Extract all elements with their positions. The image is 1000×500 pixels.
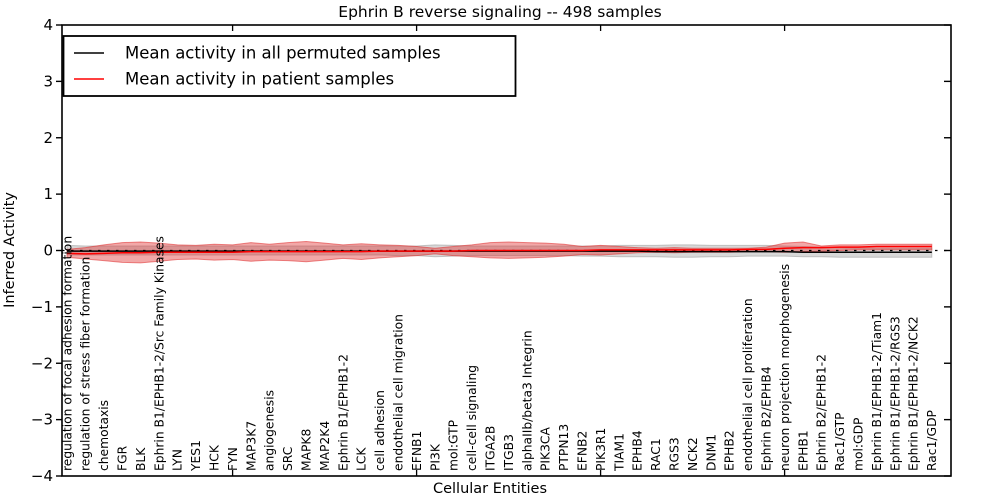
chart-title: Ephrin B reverse signaling -- 498 sample… — [338, 3, 661, 21]
x-tick-label: cell adhesion — [373, 390, 387, 471]
y-tick-label: 3 — [43, 72, 53, 90]
x-tick-label: Ephrin B2/EPHB4 — [760, 366, 774, 471]
x-tick-label: MAP3K7 — [244, 421, 258, 471]
y-tick-label: −4 — [31, 467, 53, 485]
x-tick-label: ITGA2B — [484, 426, 498, 471]
y-tick-label: −3 — [31, 411, 53, 429]
x-tick-label: EPHB4 — [631, 430, 645, 471]
x-tick-label: FGR — [116, 445, 130, 471]
x-tick-label: endothelial cell proliferation — [741, 298, 755, 471]
x-tick-label: MAP2K4 — [318, 421, 332, 471]
x-tick-label: cell-cell signaling — [465, 365, 479, 471]
x-tick-label: chemotaxis — [97, 400, 111, 471]
x-tick-label: neuron projection morphogenesis — [778, 264, 792, 471]
plot-border — [61, 24, 952, 477]
x-tick-label: PIK3R1 — [594, 428, 608, 471]
x-tick-label: LCK — [355, 447, 369, 471]
x-tick-label: Rac1/GDP — [925, 410, 939, 471]
x-tick-label: NCK2 — [686, 437, 700, 471]
legend-label-patient: Mean activity in patient samples — [125, 70, 394, 89]
y-axis-label: Inferred Activity — [2, 192, 18, 308]
y-tick-label: 4 — [43, 16, 53, 34]
x-tick-label: EFNB2 — [576, 431, 590, 471]
patient-mean-line — [66, 245, 932, 255]
plot-content: 4 3 2 1 0 −1 −2 −3 −4 regulation of focal adhesio… — [31, 16, 951, 485]
x-tick-label: MAPK8 — [300, 429, 314, 471]
x-tick-label: alphaIIb/beta3 Integrin — [520, 330, 534, 471]
x-tick-label: Ephrin B1/EPHB1-2/Tiam1 — [870, 312, 884, 471]
x-tick-label: SRC — [281, 447, 295, 471]
x-tick-label: PI3K — [428, 443, 442, 471]
x-tick-label: Ephrin B1/EPHB1-2/RGS3 — [888, 316, 902, 471]
x-tick-label: endothelial cell migration — [392, 314, 406, 471]
legend: Mean activity in all permuted samples Me… — [62, 35, 517, 97]
x-tick-label: Ephrin B1/EPHB1-2/NCK2 — [907, 316, 921, 471]
x-tick-label: Ephrin B1/EPHB1-2/Src Family Kinases — [152, 236, 166, 471]
x-tick-label: LYN — [171, 449, 185, 471]
x-tick-label: EPHB1 — [796, 430, 810, 471]
x-tick-label: mol:GDP — [852, 418, 866, 471]
x-tick-label: HCK — [208, 444, 222, 471]
y-tick-label: −2 — [31, 354, 53, 372]
y-tick-label: 1 — [43, 185, 53, 203]
x-tick-label: RGS3 — [668, 437, 682, 471]
x-tick-label: regulation of stress fiber formation — [79, 257, 93, 471]
x-tick-label: EPHB2 — [723, 430, 737, 471]
x-tick-label: BLK — [134, 447, 148, 471]
y-tick-label: −1 — [31, 298, 53, 316]
x-tick-label: ITGB3 — [502, 434, 516, 471]
x-tick-label: RAC1 — [649, 438, 663, 471]
patient-band — [66, 240, 933, 264]
y-tick-label: 2 — [43, 129, 53, 147]
x-tick-label: mol:GTP — [447, 420, 461, 471]
legend-label-permuted: Mean activity in all permuted samples — [125, 44, 441, 63]
x-tick-label: PIK3CA — [539, 426, 553, 471]
x-tick-label: TIAM1 — [612, 433, 626, 472]
x-tick-label: EFNB1 — [410, 431, 424, 471]
x-tick-label: DNM1 — [704, 434, 718, 471]
x-tick-label: Ephrin B1/EPHB1-2 — [336, 354, 350, 471]
x-tick-label: YES1 — [189, 440, 203, 472]
y-tick-label: 0 — [43, 242, 53, 260]
x-tick-label: regulation of focal adhesion formation — [60, 236, 74, 471]
legend-box — [62, 35, 517, 97]
x-tick-label: FYN — [226, 447, 240, 471]
x-tick-label: Ephrin B2/EPHB1-2 — [815, 354, 829, 471]
x-tick-label: PTPN13 — [557, 424, 571, 471]
x-tick-label: angiogenesis — [263, 390, 277, 471]
x-tick-label: Rac1/GTP — [833, 412, 847, 471]
x-axis-label: Cellular Entities — [433, 481, 547, 497]
